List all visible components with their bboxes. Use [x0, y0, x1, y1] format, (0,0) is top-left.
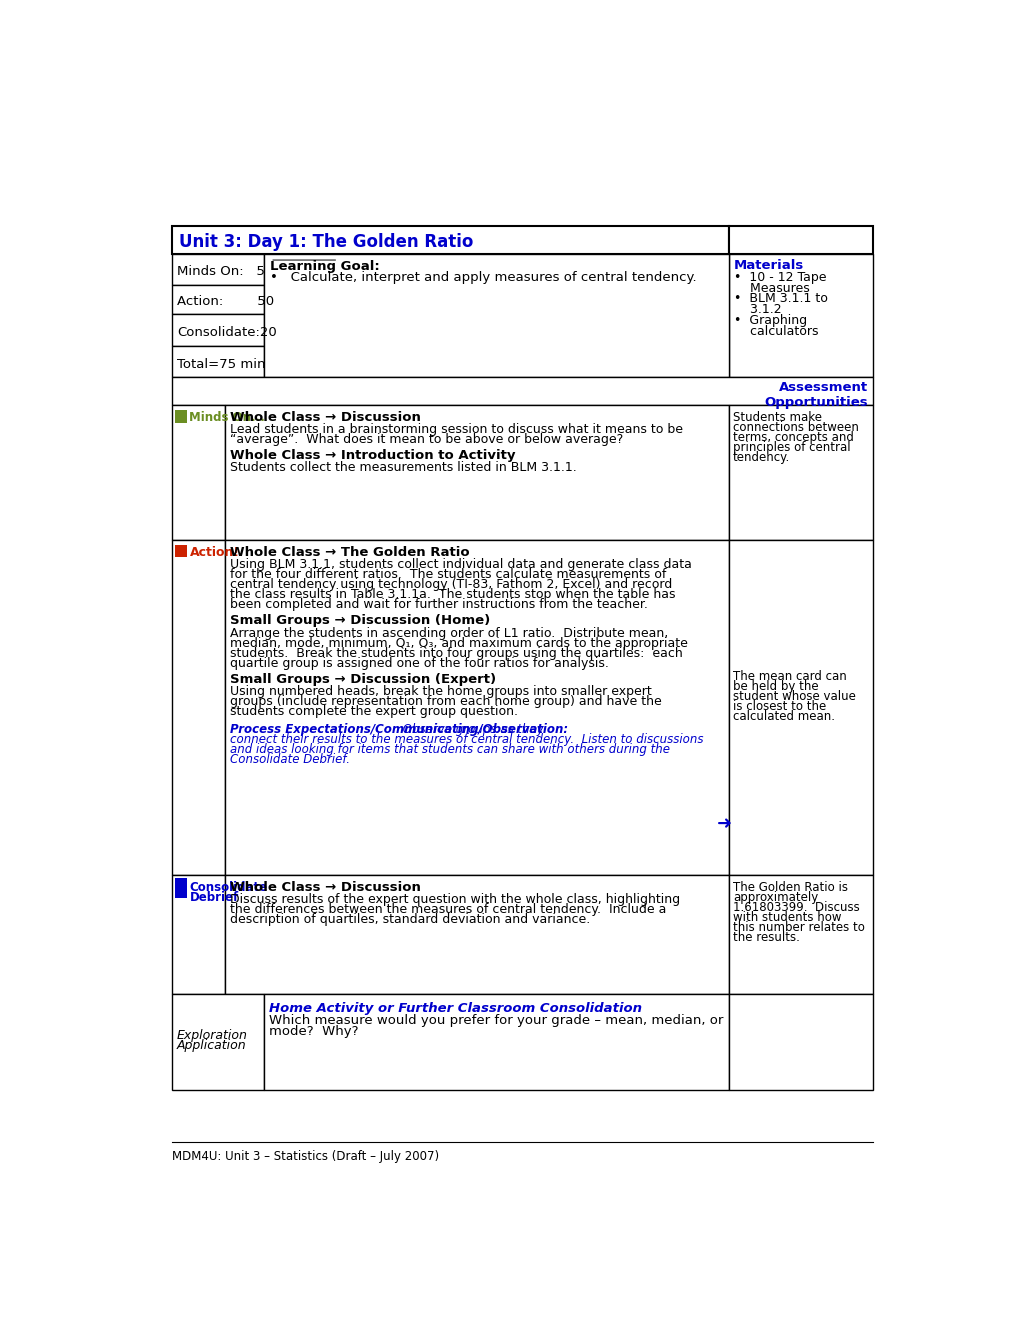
Bar [172, 346, 264, 378]
Bar [729, 226, 872, 253]
Text: quartile group is assigned one of the four ratios for analysis.: quartile group is assigned one of the fo… [229, 656, 608, 669]
Text: Whole Class → Discussion: Whole Class → Discussion [229, 411, 420, 424]
Text: Consolidate:20: Consolidate:20 [177, 326, 276, 339]
Text: tendency.: tendency. [732, 451, 790, 465]
Text: MDM4U: Unit 3 – Statistics (Draft – July 2007): MDM4U: Unit 3 – Statistics (Draft – July… [172, 1150, 439, 1163]
Text: students complete the expert group question.: students complete the expert group quest… [229, 705, 518, 718]
Text: 3.1.2: 3.1.2 [733, 304, 781, 317]
Text: is closest to the: is closest to the [732, 701, 825, 714]
Text: Which measure would you prefer for your grade – mean, median, or: Which measure would you prefer for your … [268, 1014, 722, 1027]
Text: Minds On:   5: Minds On: 5 [177, 265, 265, 279]
Text: •  Graphing: • Graphing [733, 314, 806, 327]
Text: “average”.  What does it mean to be above or below average?: “average”. What does it mean to be above… [229, 433, 623, 446]
Bar [174, 545, 187, 557]
Text: connections between: connections between [732, 421, 858, 434]
Text: The mean card can: The mean card can [732, 671, 846, 684]
Bar [172, 253, 264, 285]
Bar [225, 540, 729, 875]
Bar [172, 285, 264, 314]
Text: Observe groups as they: Observe groups as they [398, 723, 543, 735]
Text: Consolidate: Consolidate [190, 882, 267, 895]
Text: Small Groups → Discussion (Home): Small Groups → Discussion (Home) [229, 614, 489, 627]
Text: and ideas looking for items that students can share with others during the: and ideas looking for items that student… [229, 743, 669, 756]
Text: Exploration: Exploration [177, 1028, 248, 1041]
Text: this number relates to: this number relates to [732, 921, 864, 933]
Text: Using numbered heads, break the home groups into smaller expert: Using numbered heads, break the home gro… [229, 685, 651, 698]
Bar [225, 405, 729, 540]
Bar [264, 994, 729, 1090]
Text: connect their results to the measures of central tendency.  Listen to discussion: connect their results to the measures of… [229, 733, 703, 746]
Bar [174, 878, 187, 898]
Text: Assessment
Opportunities: Assessment Opportunities [764, 381, 867, 409]
Text: Whole Class → The Golden Ratio: Whole Class → The Golden Ratio [229, 545, 469, 558]
Bar [729, 253, 872, 378]
Text: Learning Goal:: Learning Goal: [270, 260, 379, 273]
Text: be held by the: be held by the [732, 681, 817, 693]
Text: the results.: the results. [732, 931, 799, 944]
Text: Application: Application [177, 1039, 247, 1052]
Text: •   Calculate, interpret and apply measures of central tendency.: • Calculate, interpret and apply measure… [270, 271, 696, 284]
Text: approximately: approximately [732, 891, 817, 904]
Text: Measures: Measures [733, 281, 808, 294]
Text: Minds On...: Minds On... [190, 411, 265, 424]
Bar [729, 875, 872, 994]
Text: Materials: Materials [733, 259, 803, 272]
Text: central tendency using technology (TI-83, Fathom 2, Excel) and record: central tendency using technology (TI-83… [229, 578, 672, 591]
Text: 1.61803399.  Discuss: 1.61803399. Discuss [732, 900, 859, 913]
Text: with students how: with students how [732, 911, 841, 924]
Text: terms, concepts and: terms, concepts and [732, 430, 853, 444]
Text: Unit 3: Day 1: The Golden Ratio: Unit 3: Day 1: The Golden Ratio [178, 234, 473, 251]
Text: Action:        50: Action: 50 [177, 296, 274, 309]
Bar [729, 994, 872, 1090]
Text: The Golden Ratio is: The Golden Ratio is [732, 880, 847, 894]
Text: Total=75 min: Total=75 min [177, 358, 265, 371]
Text: students.  Break the students into four groups using the quartiles:  each: students. Break the students into four g… [229, 647, 682, 660]
Text: Small Groups → Discussion (Expert): Small Groups → Discussion (Expert) [229, 673, 495, 686]
Text: Home Activity or Further Classroom Consolidation: Home Activity or Further Classroom Conso… [268, 1002, 641, 1015]
Text: Whole Class → Discussion: Whole Class → Discussion [229, 880, 420, 894]
Bar [172, 540, 225, 875]
Bar [172, 405, 225, 540]
Bar [174, 411, 187, 422]
Text: the differences between the measures of central tendency.  Include a: the differences between the measures of … [229, 903, 665, 916]
Text: the class results in Table 3.1.1a.  The students stop when the table has: the class results in Table 3.1.1a. The s… [229, 589, 675, 601]
Bar [264, 253, 729, 378]
Bar [172, 226, 729, 253]
Text: for the four different ratios.  The students calculate measurements of: for the four different ratios. The stude… [229, 568, 665, 581]
Bar [729, 540, 872, 875]
Text: calculators: calculators [733, 325, 817, 338]
Text: Action!: Action! [190, 545, 239, 558]
Bar [172, 314, 264, 346]
Text: •  BLM 3.1.1 to: • BLM 3.1.1 to [733, 293, 826, 305]
Text: Using BLM 3.1.1, students collect individual data and generate class data: Using BLM 3.1.1, students collect indivi… [229, 558, 691, 572]
Text: calculated mean.: calculated mean. [732, 710, 834, 723]
Bar [172, 378, 872, 405]
Text: been completed and wait for further instructions from the teacher.: been completed and wait for further inst… [229, 598, 647, 611]
Text: Consolidate Debrief.: Consolidate Debrief. [229, 752, 350, 766]
Text: Students make: Students make [732, 411, 821, 424]
Text: Process Expectations/Communicating/Observation:: Process Expectations/Communicating/Obser… [229, 723, 572, 735]
Text: •  10 - 12 Tape: • 10 - 12 Tape [733, 271, 825, 284]
Bar [172, 875, 225, 994]
Text: groups (include representation from each home group) and have the: groups (include representation from each… [229, 696, 661, 708]
Text: student whose value: student whose value [732, 690, 855, 704]
Text: ➜: ➜ [715, 816, 731, 833]
Text: Students collect the measurements listed in BLM 3.1.1.: Students collect the measurements listed… [229, 461, 576, 474]
Text: Discuss results of the expert question with the whole class, highlighting: Discuss results of the expert question w… [229, 892, 680, 906]
Bar [172, 994, 264, 1090]
Text: Arrange the students in ascending order of L1 ratio.  Distribute mean,: Arrange the students in ascending order … [229, 627, 667, 640]
Text: median, mode, minimum, Q₁, Q₃, and maximum cards to the appropriate: median, mode, minimum, Q₁, Q₃, and maxim… [229, 636, 687, 649]
Text: description of quartiles, standard deviation and variance.: description of quartiles, standard devia… [229, 913, 589, 927]
Text: Whole Class → Introduction to Activity: Whole Class → Introduction to Activity [229, 449, 515, 462]
Bar [729, 405, 872, 540]
Text: principles of central: principles of central [732, 441, 850, 454]
Text: Lead students in a brainstorming session to discuss what it means to be: Lead students in a brainstorming session… [229, 424, 682, 437]
Bar [225, 875, 729, 994]
Text: Debrief: Debrief [190, 891, 238, 904]
Text: mode?  Why?: mode? Why? [268, 1024, 358, 1038]
